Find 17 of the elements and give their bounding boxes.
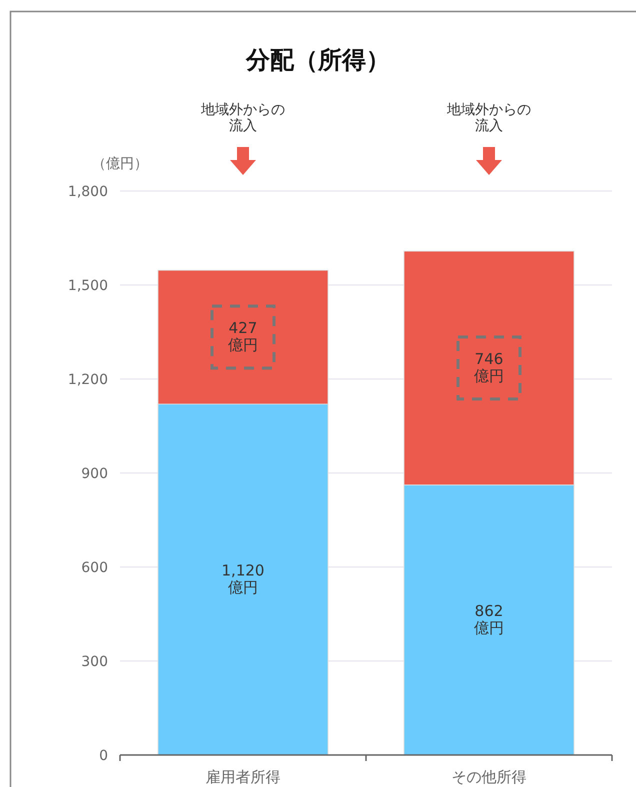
data-label: 427億円 bbox=[228, 319, 258, 354]
y-tick-label: 300 bbox=[81, 654, 108, 670]
data-label: 746億円 bbox=[474, 350, 504, 386]
data-label: 862億円 bbox=[474, 602, 504, 637]
text: 地域外からの流入 bbox=[200, 102, 285, 134]
y-tick-label: 1,200 bbox=[68, 372, 108, 388]
y-tick-label: 900 bbox=[81, 466, 108, 482]
text: 地域外からの流入 bbox=[446, 102, 531, 134]
y-tick-label: 0 bbox=[99, 748, 108, 764]
y-tick-label: 600 bbox=[81, 560, 108, 576]
chart-title: 分配（所得） bbox=[245, 46, 390, 74]
x-tick-label: その他所得 bbox=[452, 768, 526, 786]
y-tick-label: 1,500 bbox=[68, 278, 108, 294]
data-label: 1,120億円 bbox=[222, 562, 264, 597]
x-tick-label: 雇用者所得 bbox=[206, 768, 280, 786]
y-axis-title: （億円） bbox=[92, 156, 148, 172]
y-tick-label: 1,800 bbox=[68, 184, 108, 200]
